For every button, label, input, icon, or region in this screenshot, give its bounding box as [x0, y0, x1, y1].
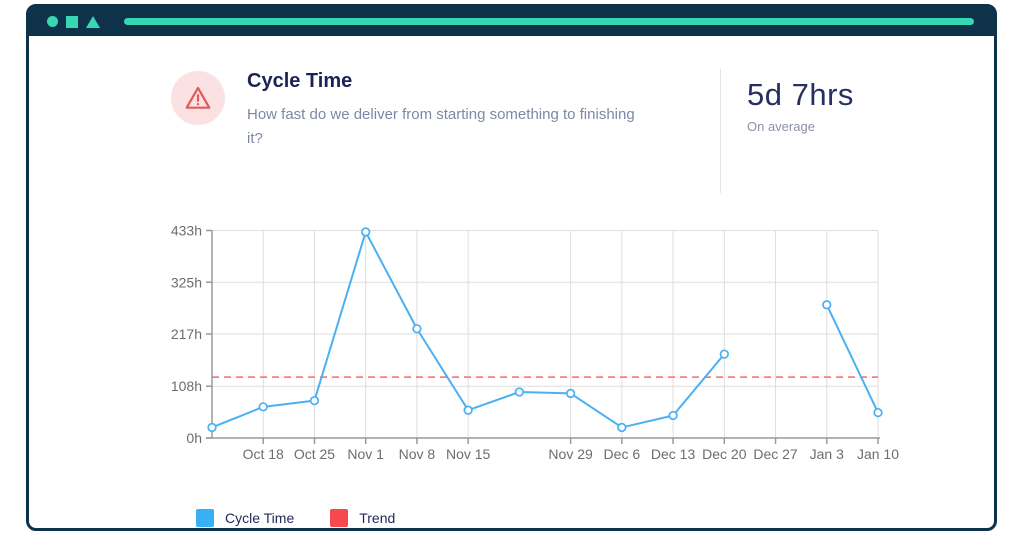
card-subtitle: How fast do we deliver from starting som…	[247, 106, 635, 147]
legend-label: Trend	[359, 510, 396, 526]
stat-caption: On average	[747, 119, 815, 134]
window-control-circle-icon[interactable]	[47, 16, 58, 27]
card-title: Cycle Time	[247, 70, 353, 92]
window-titlebar	[29, 7, 994, 36]
legend-item-trend[interactable]: Trend	[330, 509, 395, 527]
chart-legend: Cycle Time Trend	[196, 509, 395, 527]
warning-triangle-icon	[185, 86, 211, 109]
vertical-divider	[720, 69, 721, 193]
browser-window: Cycle Time How fast do we deliver from s…	[26, 4, 997, 531]
legend-label: Cycle Time	[225, 510, 295, 526]
stat-value: 5d 7hrs	[747, 77, 854, 112]
legend-swatch-trend	[330, 509, 349, 527]
legend-swatch-cycle-time	[196, 509, 214, 527]
address-bar[interactable]	[124, 18, 974, 25]
window-control-triangle-icon[interactable]	[86, 15, 100, 28]
alert-badge	[171, 71, 225, 125]
legend-item-cycle-time[interactable]: Cycle Time	[196, 509, 294, 527]
window-control-square-icon[interactable]	[66, 15, 78, 28]
